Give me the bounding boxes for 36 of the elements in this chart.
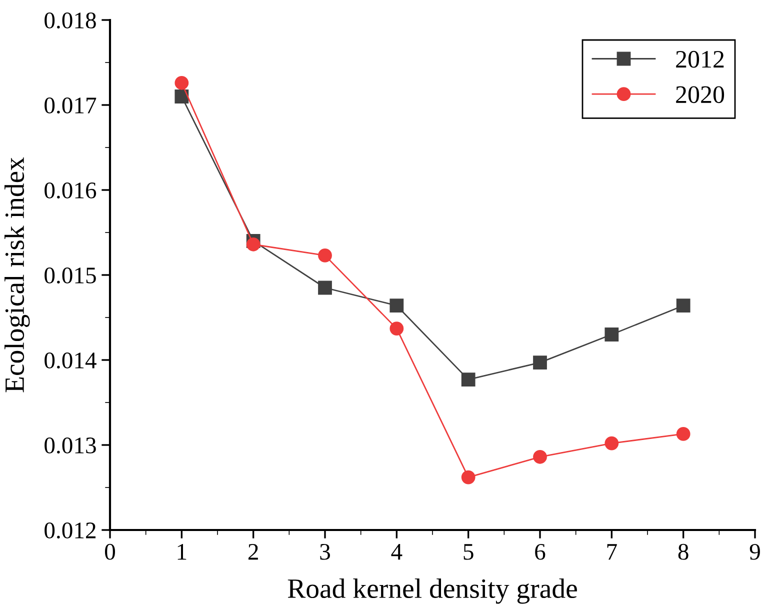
x-tick-label: 3 xyxy=(320,544,330,560)
point xyxy=(318,248,332,262)
x-tick-label: 6 xyxy=(535,544,546,560)
x-tick-label: 5 xyxy=(464,544,474,560)
point xyxy=(533,450,547,464)
x-tick-label: 8 xyxy=(678,544,688,560)
y-tick-label: 0.012 xyxy=(44,522,96,539)
y-tick-label: 0.017 xyxy=(44,97,96,114)
y-tick-label: 0.014 xyxy=(44,352,96,369)
x-tick-label: 4 xyxy=(391,544,402,560)
point xyxy=(174,90,189,104)
point xyxy=(533,356,547,370)
x-tick-label: 2 xyxy=(248,544,258,560)
y-tick-label: 0.016 xyxy=(44,182,96,199)
point xyxy=(461,372,476,386)
point xyxy=(461,470,476,484)
x-tick-label: 1 xyxy=(178,544,186,560)
y-tick-label: 0.018 xyxy=(44,12,96,29)
x-tick-label: 9 xyxy=(750,544,760,560)
point xyxy=(390,298,404,313)
legend-label: 2020 xyxy=(676,86,724,104)
x-axis-title: Road kernel density grade xyxy=(288,578,577,604)
point xyxy=(676,298,690,313)
point xyxy=(318,280,332,295)
x-tick-label: 0 xyxy=(104,544,116,560)
point xyxy=(174,76,189,90)
y-axis-title: Ecological risk index xyxy=(4,157,30,392)
point xyxy=(676,427,690,441)
point xyxy=(246,237,260,252)
legend-label: 2012 xyxy=(676,50,724,68)
x-tick-label: 7 xyxy=(607,544,617,560)
y-tick-label: 0.015 xyxy=(44,267,96,284)
y-tick-label: 0.013 xyxy=(44,437,96,454)
point xyxy=(604,436,619,450)
point xyxy=(604,328,619,342)
point xyxy=(390,322,404,336)
